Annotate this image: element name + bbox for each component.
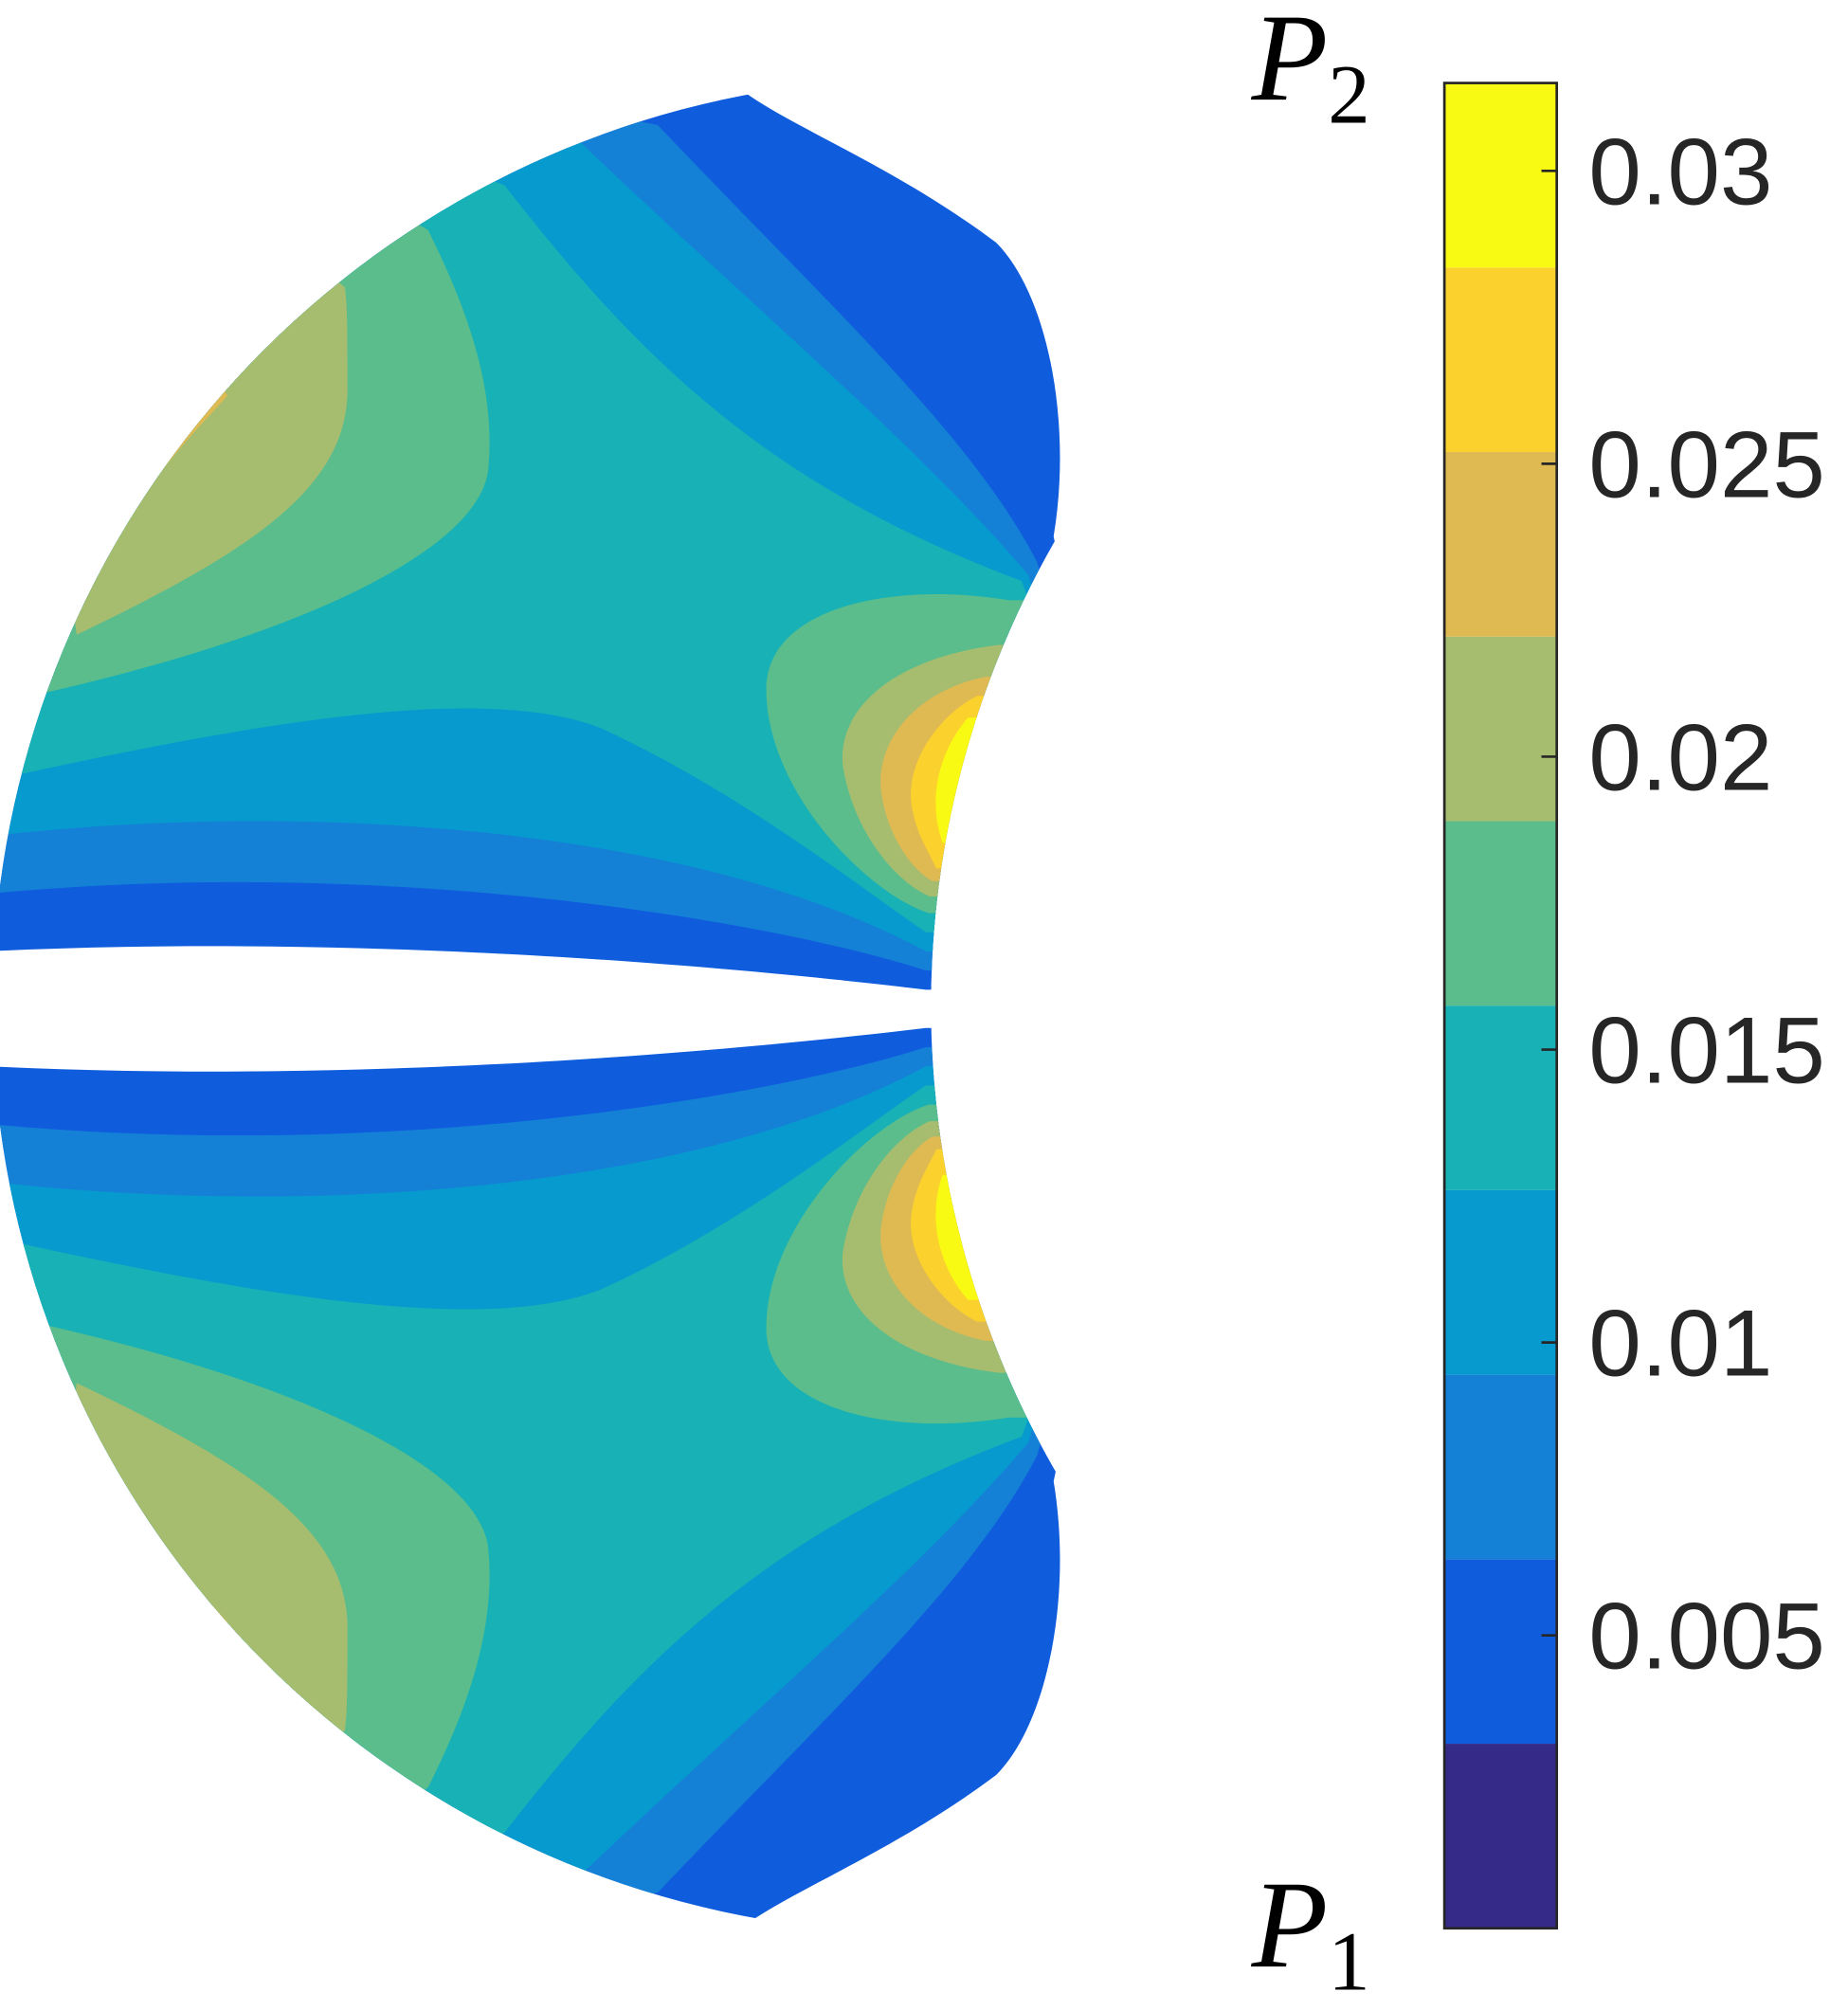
colorbar-band: [1444, 1374, 1557, 1560]
colorbar-band: [1444, 1189, 1557, 1375]
colorbar-tick-label: 0.01: [1588, 1292, 1772, 1397]
colorbar-band: [1444, 82, 1557, 268]
annotation: P1: [1251, 1855, 1370, 2008]
annotation-text: P: [1251, 0, 1329, 127]
colorbar-band: [1444, 636, 1557, 822]
annotation: P2: [1251, 0, 1370, 141]
colorbar-frame: [1442, 81, 1559, 1930]
colorbar-tick-label: 0.025: [1588, 412, 1825, 517]
annotation-subscript: 1: [1328, 1915, 1369, 2008]
colorbar-band: [1444, 1744, 1557, 1929]
colorbar-band: [1444, 267, 1557, 453]
annotation-text: P: [1251, 1855, 1329, 1994]
colorbar-band: [1444, 821, 1557, 1006]
contour-band: [0, 78, 1150, 1933]
colorbar-band: [1444, 1005, 1557, 1190]
contour-band: [935, 717, 1150, 1300]
colorbar-band: [1444, 1559, 1557, 1745]
colorbar-tick-label: 0.03: [1588, 119, 1772, 225]
colorbar-tick-label: 0.015: [1588, 999, 1825, 1104]
colorbar-tick-label: 0.02: [1588, 705, 1772, 810]
colorbar-band: [1444, 452, 1557, 637]
colorbar: 0.005 0.01 0.015 0.02 0.025 0.03: [1442, 81, 1825, 1930]
colorbar-tick-label: 0.005: [1588, 1584, 1825, 1690]
annotation-subscript: 2: [1328, 48, 1369, 141]
